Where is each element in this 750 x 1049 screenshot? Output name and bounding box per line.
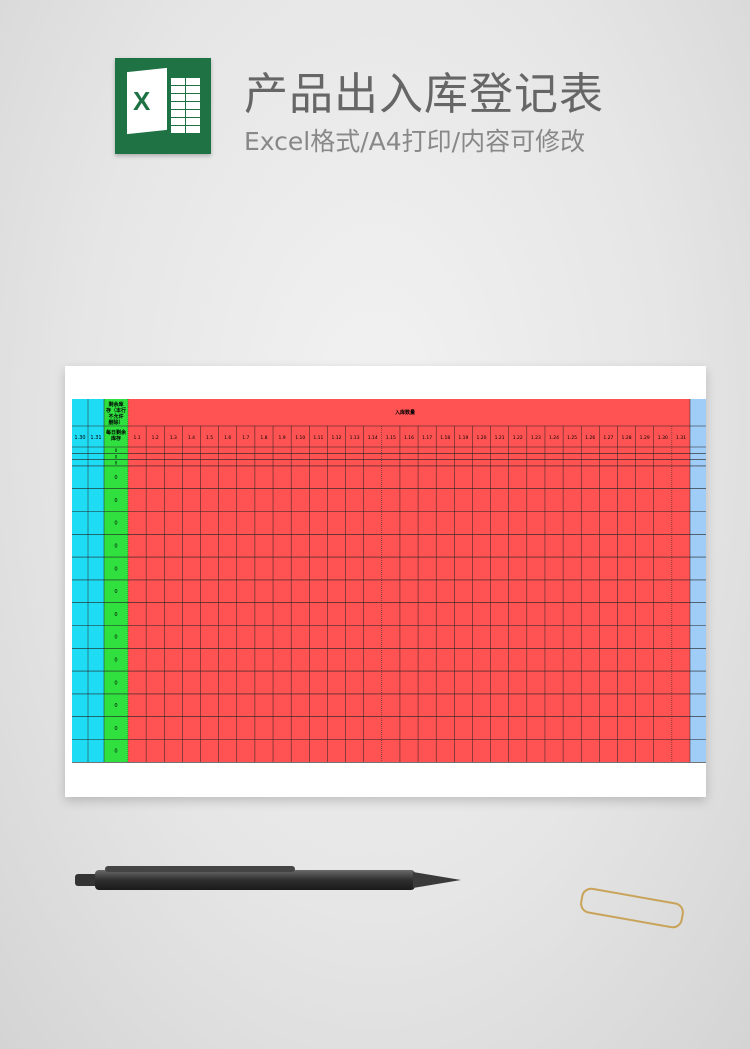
page-title: 产品出入库登记表 <box>244 69 604 120</box>
day-column-header: 1.26 <box>585 435 595 441</box>
day-column-header: 1.17 <box>422 435 432 441</box>
remaining-value: 0 <box>114 521 117 527</box>
blue-column <box>690 399 706 763</box>
remaining-value: 0 <box>114 612 117 618</box>
day-column-header: 1.6 <box>224 435 231 441</box>
remaining-value: 0 <box>115 461 118 466</box>
column-header: 1.30 <box>74 435 85 441</box>
day-column-header: 1.7 <box>242 435 249 441</box>
day-column-header: 1.19 <box>458 435 468 441</box>
day-column-header: 1.4 <box>188 435 195 441</box>
remaining-value: 0 <box>114 544 117 550</box>
pen-image <box>75 866 461 892</box>
remaining-value: 0 <box>114 703 117 709</box>
remaining-value: 0 <box>114 475 117 481</box>
day-column-header: 1.31 <box>676 435 686 441</box>
remaining-value: 0 <box>114 589 117 595</box>
remaining-value: 0 <box>114 680 117 686</box>
remaining-value: 0 <box>114 566 117 572</box>
day-column-header: 1.23 <box>531 435 541 441</box>
day-column-header: 1.9 <box>279 435 286 441</box>
day-column-header: 1.16 <box>404 435 414 441</box>
day-column-header: 1.13 <box>350 435 360 441</box>
day-column-header: 1.25 <box>567 435 577 441</box>
day-column-header: 1.10 <box>295 435 305 441</box>
remaining-stock-header: 剩余库 <box>108 401 123 408</box>
page-subtitle: Excel格式/A4打印/内容可修改 <box>244 127 586 156</box>
remaining-value: 0 <box>115 448 118 453</box>
logo-grid <box>169 76 201 134</box>
remaining-value: 0 <box>114 658 117 664</box>
remaining-value: 0 <box>114 635 117 641</box>
day-column-header: 1.14 <box>368 435 378 441</box>
day-column-header: 1.5 <box>206 435 213 441</box>
day-column-header: 1.27 <box>603 435 613 441</box>
day-column-header: 1.11 <box>313 435 323 441</box>
remaining-value: 0 <box>114 498 117 504</box>
paperclip-image <box>578 886 686 930</box>
day-column-header: 1.18 <box>440 435 450 441</box>
day-column-header: 1.20 <box>477 435 487 441</box>
inbound-quantity-header: 入库数量 <box>395 409 415 416</box>
day-column-header: 1.1 <box>133 435 140 441</box>
day-column-header: 1.15 <box>386 435 396 441</box>
remaining-value: 0 <box>114 726 117 732</box>
day-column-header: 1.22 <box>513 435 523 441</box>
logo-letter: X <box>133 86 151 116</box>
day-column-header: 1.24 <box>549 435 559 441</box>
excel-icon: X <box>115 58 211 154</box>
daily-remaining-header: 每日剩余 <box>106 429 127 436</box>
spreadsheet-preview: 1.30 1.31 剩余库 存（本行 不允许 删除） 每日剩余 库存 入库数量 1.1 1.2 1.3… <box>65 366 706 797</box>
day-column-header: 1.8 <box>260 435 267 441</box>
remaining-stock-header: 不允许 <box>108 413 123 420</box>
day-column-header: 1.29 <box>640 435 650 441</box>
daily-remaining-header: 库存 <box>111 435 121 442</box>
remaining-stock-header: 删除） <box>108 419 123 426</box>
remaining-stock-header: 存（本行 <box>105 407 126 414</box>
day-column-header: 1.3 <box>170 435 177 441</box>
day-column-header: 1.21 <box>495 435 505 441</box>
day-column-header: 1.28 <box>622 435 632 441</box>
day-column-header: 1.12 <box>331 435 341 441</box>
day-column-header: 1.30 <box>658 435 668 441</box>
day-column-header: 1.2 <box>152 435 159 441</box>
remaining-value: 0 <box>114 749 117 755</box>
column-header: 1.31 <box>90 435 101 441</box>
remaining-value: 0 <box>115 454 118 459</box>
